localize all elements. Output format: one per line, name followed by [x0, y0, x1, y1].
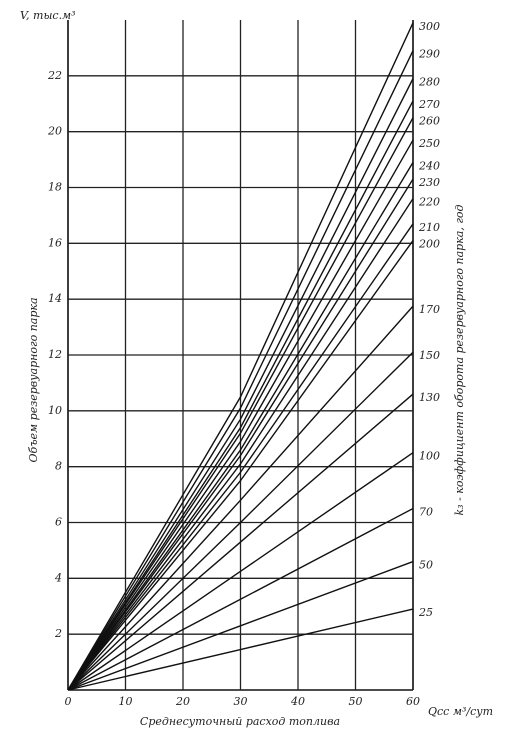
- x-title: Qсс м³/сут: [428, 705, 493, 718]
- series-line: [67, 22, 414, 691]
- series-line: [67, 50, 414, 691]
- x-tick-label: 0: [65, 695, 72, 708]
- x-tick-label: 20: [175, 695, 190, 708]
- y-tick-label: 6: [55, 516, 62, 529]
- y-tick-label: 8: [55, 460, 62, 473]
- y-tick-label: 2: [54, 627, 62, 640]
- series-line: [67, 452, 414, 691]
- line-label: 270: [418, 98, 440, 111]
- series-line: [67, 117, 414, 691]
- y-tick-label: 22: [47, 69, 62, 82]
- y2-label: k₃ - коэффициент оборота резервуарного п…: [453, 204, 466, 515]
- y-tick-label: 10: [48, 404, 62, 417]
- y-tick-label: 20: [47, 125, 62, 138]
- line-label: 130: [419, 391, 440, 404]
- series-line: [67, 608, 414, 691]
- line-label: 100: [419, 450, 440, 463]
- line-label: 170: [419, 303, 440, 316]
- series-line: [67, 393, 414, 691]
- series-line: [67, 560, 414, 691]
- line-label: 240: [418, 159, 440, 172]
- x-tick-label: 60: [406, 695, 420, 708]
- y-tick-label: 14: [48, 292, 62, 305]
- line-label: 300: [419, 20, 440, 33]
- series-line: [67, 507, 414, 691]
- y-tick-label: 4: [54, 571, 62, 584]
- series-line: [67, 305, 414, 691]
- line-label: 210: [418, 221, 440, 234]
- x-tick-label: 30: [234, 695, 248, 708]
- series-line: [67, 100, 414, 691]
- series-line: [67, 351, 414, 691]
- line-label: 200: [418, 238, 440, 251]
- line-label: 260: [418, 115, 440, 128]
- x-tick-label: 40: [290, 695, 305, 708]
- series-line: [67, 162, 414, 691]
- series-line: [67, 139, 414, 691]
- line-label: 230: [418, 176, 440, 189]
- x-tick-label: 50: [349, 695, 363, 708]
- series-line: [67, 78, 414, 691]
- series-line: [67, 223, 414, 691]
- line-label: 50: [419, 559, 433, 572]
- line-label: 250: [418, 137, 440, 150]
- x-label: Среднесуточный расход топлива: [140, 715, 340, 728]
- series-line: [67, 178, 414, 691]
- y-label: Объем резервуарного парка: [27, 297, 40, 462]
- line-label: 220: [418, 196, 440, 209]
- x-tick-label: 10: [119, 695, 133, 708]
- line-label: 280: [418, 76, 440, 89]
- series-line: [67, 240, 414, 691]
- line-label: 290: [418, 48, 440, 61]
- line-label: 150: [419, 349, 440, 362]
- line-label: 70: [419, 506, 433, 519]
- y-title: V, тыс.м³: [20, 9, 76, 22]
- y-tick-label: 18: [48, 181, 62, 194]
- line-label: 25: [418, 606, 433, 619]
- series-line: [67, 198, 414, 691]
- y-tick-label: 16: [48, 236, 62, 249]
- y-tick-label: 12: [48, 348, 62, 361]
